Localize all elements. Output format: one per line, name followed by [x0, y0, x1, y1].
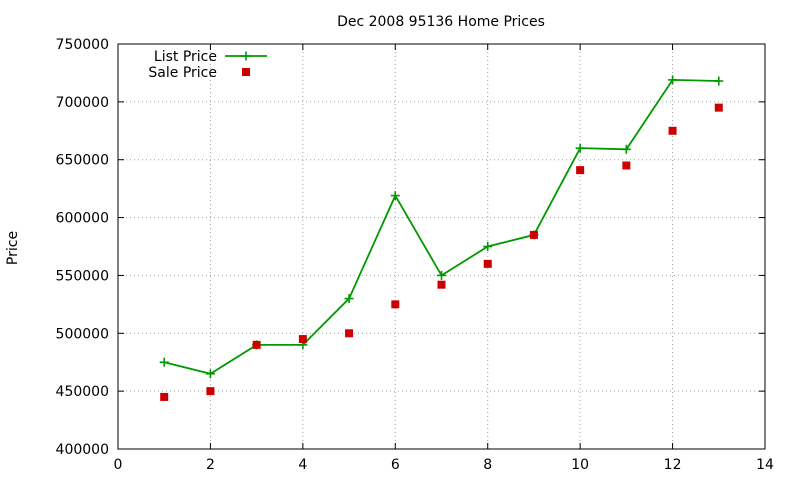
tick-labels: 0 2 4 6 8 10 12 14 400000 450000 500000 550000 60000…: [56, 37, 774, 473]
sale-price-point: [160, 392, 169, 401]
list-price-point: [483, 242, 493, 251]
sale-price-point: [714, 103, 723, 112]
y-tick-label: 750000: [56, 37, 109, 53]
y-tick-label: 400000: [56, 442, 109, 458]
x-tick-label: 10: [571, 457, 589, 473]
sale-price-point: [622, 161, 631, 170]
y-tick-label: 650000: [56, 153, 109, 169]
list-price-point: [390, 191, 400, 201]
sale-price-point: [668, 126, 677, 135]
list-price-point: [714, 76, 724, 86]
list-price-point: [621, 144, 631, 154]
legend-marker: [242, 68, 250, 76]
list-price-point: [575, 143, 585, 153]
list-price-point: [668, 75, 678, 85]
sale-price-point: [529, 230, 538, 239]
sale-price-series: [160, 103, 723, 401]
axis-ticks: [117, 43, 766, 450]
y-tick-label: 550000: [56, 268, 109, 284]
legend-label: List Price: [154, 49, 217, 65]
x-tick-label: 4: [298, 457, 307, 473]
legend-marker: [241, 51, 251, 61]
x-tick-label: 6: [391, 457, 400, 473]
chart-title: Dec 2008 95136 Home Prices: [337, 14, 545, 30]
x-tick-label: 12: [664, 457, 682, 473]
sale-price-point: [576, 166, 585, 175]
sale-price-point: [298, 335, 307, 344]
y-tick-label: 500000: [56, 326, 109, 342]
grid-lines: [118, 44, 765, 449]
y-axis-label: Price: [5, 231, 21, 265]
legend-entry-list-price: List Price: [154, 49, 267, 65]
list-price-point: [159, 357, 169, 367]
y-tick-label: 450000: [56, 384, 109, 400]
y-tick-label: 700000: [56, 95, 109, 111]
list-price-point: [205, 369, 215, 379]
x-tick-label: 14: [756, 457, 774, 473]
list-price-point: [344, 294, 354, 304]
list-price-point: [437, 270, 446, 280]
x-tick-label: 0: [114, 457, 123, 473]
sale-price-point: [206, 387, 215, 396]
y-tick-label: 600000: [56, 211, 109, 227]
x-tick-label: 8: [483, 457, 492, 473]
sale-price-point: [252, 340, 261, 349]
sale-price-point: [391, 300, 400, 309]
legend-label: Sale Price: [148, 65, 217, 81]
x-tick-label: 2: [206, 457, 215, 473]
sale-price-point: [437, 280, 446, 289]
series-layer: [159, 75, 724, 401]
plot-frame: [117, 43, 766, 450]
sale-price-point: [483, 259, 492, 268]
list-price-line: [163, 78, 719, 375]
sale-price-point: [345, 329, 354, 338]
legend-entry-sale-price: Sale Price: [148, 65, 250, 81]
